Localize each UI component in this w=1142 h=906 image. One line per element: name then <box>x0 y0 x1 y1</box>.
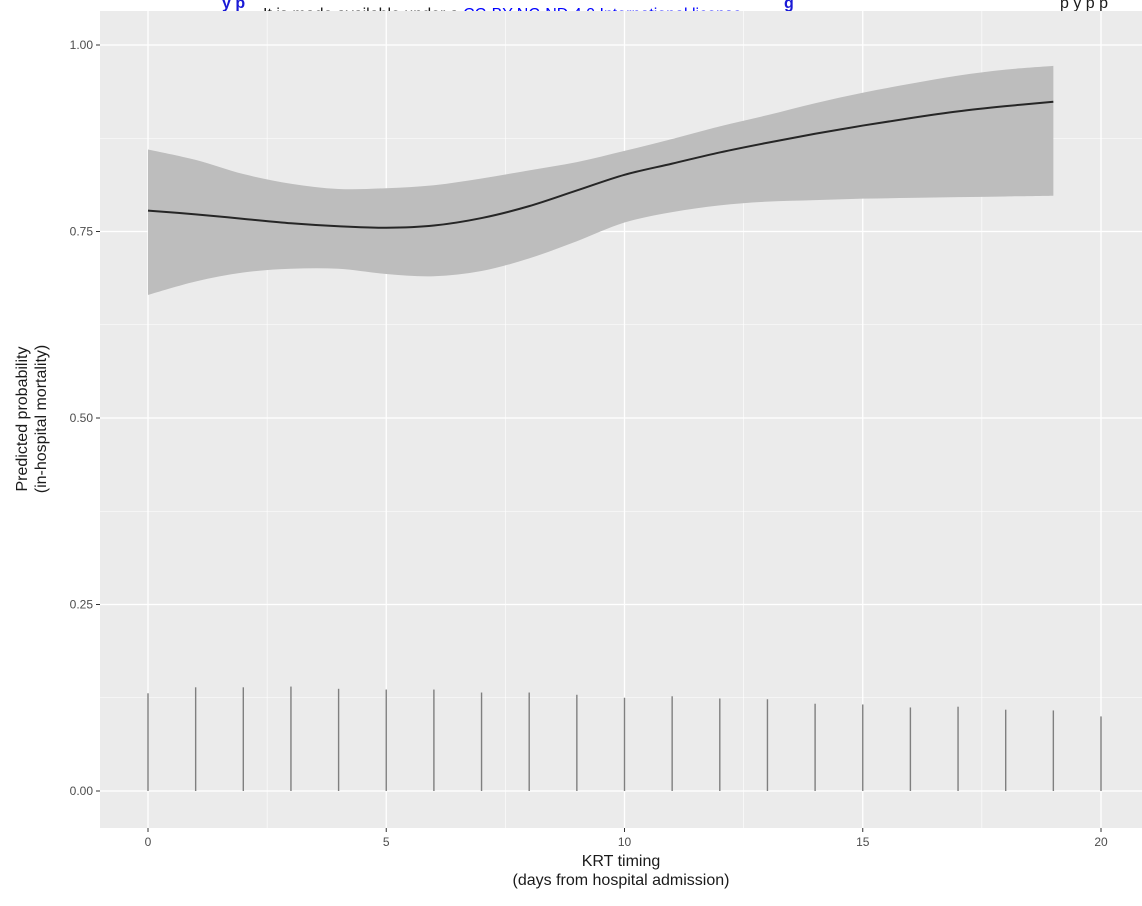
x-tick-label: 5 <box>383 835 390 849</box>
x-axis: 0 5 10 15 20 <box>145 828 1108 849</box>
header-top-fragment-right: p y p p <box>1060 0 1108 12</box>
x-tick-label: 20 <box>1094 835 1108 849</box>
y-tick-label: 0.25 <box>70 598 94 612</box>
x-axis-title-line1: KRT timing <box>582 853 661 870</box>
x-axis-title-line2: (days from hospital admission) <box>513 872 730 889</box>
header-top-fragment-mid: g <box>784 0 794 12</box>
y-axis: 0.00 0.25 0.50 0.75 1.00 <box>70 38 100 798</box>
y-axis-title-line2: (in-hospital mortality) <box>33 345 50 493</box>
y-tick-label: 1.00 <box>70 38 94 52</box>
y-axis-title-line1: Predicted probability <box>14 347 31 492</box>
x-tick-label: 10 <box>618 835 632 849</box>
x-tick-label: 15 <box>856 835 870 849</box>
confidence-ribbon <box>148 65 1054 295</box>
y-tick-label: 0.50 <box>70 411 94 425</box>
x-tick-label: 0 <box>145 835 152 849</box>
rug-marks <box>147 686 1102 791</box>
y-tick-label: 0.00 <box>70 784 94 798</box>
header-top-fragment-left: y p <box>222 0 245 12</box>
y-tick-label: 0.75 <box>70 225 94 239</box>
fitted-line <box>147 100 1054 229</box>
